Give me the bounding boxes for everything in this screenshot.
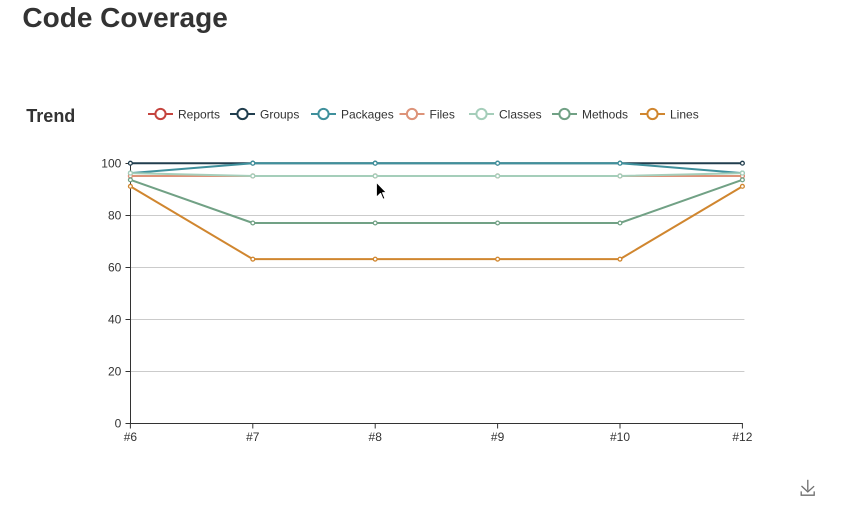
svg-text:60: 60 bbox=[108, 261, 122, 275]
svg-text:#9: #9 bbox=[491, 430, 505, 444]
svg-text:40: 40 bbox=[108, 313, 122, 327]
svg-text:#12: #12 bbox=[732, 430, 752, 444]
svg-text:80: 80 bbox=[108, 209, 122, 223]
svg-text:Classes: Classes bbox=[499, 107, 542, 121]
svg-text:Lines: Lines bbox=[670, 107, 699, 121]
svg-text:100: 100 bbox=[101, 157, 121, 171]
svg-text:20: 20 bbox=[108, 365, 122, 379]
svg-text:#7: #7 bbox=[246, 430, 260, 444]
svg-text:Files: Files bbox=[430, 107, 455, 121]
svg-text:Code Coverage: Code Coverage bbox=[22, 2, 227, 33]
svg-text:Methods: Methods bbox=[582, 107, 628, 121]
svg-text:Packages: Packages bbox=[341, 107, 394, 121]
svg-text:0: 0 bbox=[115, 417, 122, 431]
svg-text:Groups: Groups bbox=[260, 107, 299, 121]
svg-text:Reports: Reports bbox=[178, 107, 220, 121]
svg-text:#6: #6 bbox=[124, 430, 138, 444]
svg-text:Trend: Trend bbox=[26, 106, 75, 126]
svg-text:#10: #10 bbox=[610, 430, 630, 444]
svg-text:#8: #8 bbox=[369, 430, 383, 444]
